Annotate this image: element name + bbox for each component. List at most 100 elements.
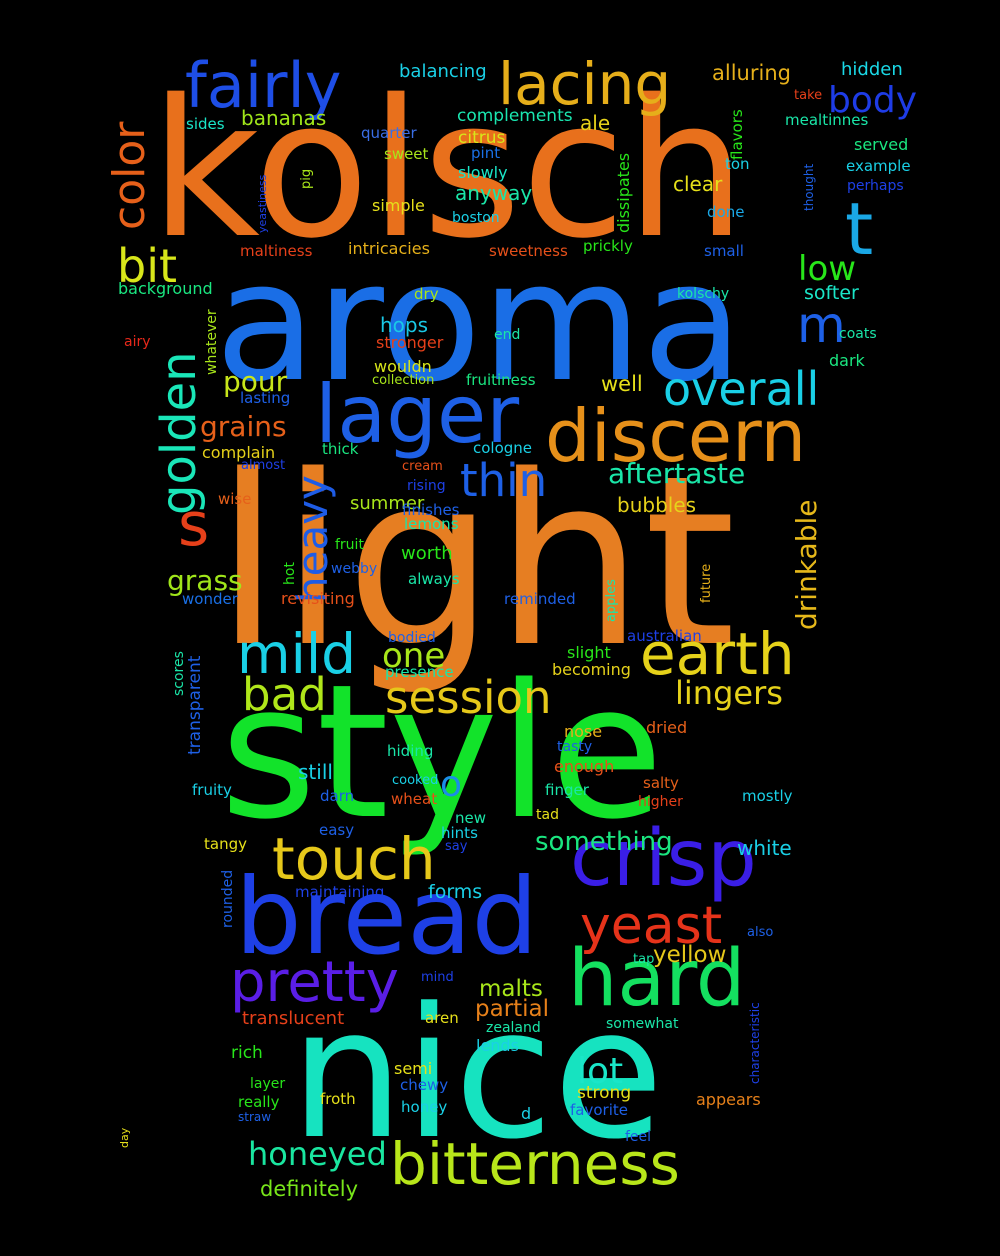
word-fruity: fruity xyxy=(192,781,232,799)
word-heavy: heavy xyxy=(288,475,337,603)
word-bitterness: bitterness xyxy=(390,1130,680,1198)
word-bit: bit xyxy=(117,239,178,293)
word-revisiting: revisiting xyxy=(281,589,355,608)
word-hops: hops xyxy=(380,313,429,337)
word-scores: scores xyxy=(171,651,187,696)
word-prickly: prickly xyxy=(583,237,633,255)
word-stronger: stronger xyxy=(376,333,444,352)
word-ton: ton xyxy=(725,155,750,173)
word-lingers: lingers xyxy=(675,674,783,712)
word-pretty: pretty xyxy=(230,950,399,1015)
word-touch: touch xyxy=(272,825,436,893)
word-white: white xyxy=(737,836,792,860)
word-grains: grains xyxy=(200,410,287,443)
word-rich: rich xyxy=(231,1043,263,1063)
word-discern: discern xyxy=(545,394,807,478)
word-bread: bread xyxy=(235,856,539,978)
word-fruit: fruit xyxy=(335,537,364,553)
word-airy: airy xyxy=(124,334,151,350)
word-hiding: hiding xyxy=(387,742,434,760)
word-take: take xyxy=(794,88,823,103)
word-day: day xyxy=(118,1127,131,1148)
word-s: s xyxy=(178,490,210,560)
word-dark: dark xyxy=(829,351,865,370)
word-session: session xyxy=(385,671,552,724)
word-small: small xyxy=(704,242,744,260)
word-overall: overall xyxy=(663,362,820,416)
word-thick: thick xyxy=(322,440,359,458)
word-wouldn: wouldn xyxy=(374,357,432,376)
word-mind: mind xyxy=(421,970,454,985)
word-alluring: alluring xyxy=(712,61,791,85)
word-m: m xyxy=(797,296,846,354)
word-future: future xyxy=(699,563,714,603)
word-hints: hints xyxy=(441,824,478,842)
word-bubbles: bubbles xyxy=(617,493,697,517)
word-honeyed: honeyed xyxy=(248,1135,387,1173)
word-aroma: aroma xyxy=(215,226,744,418)
word-served: served xyxy=(854,135,909,154)
word-whatever: whatever xyxy=(204,309,220,375)
word-d: d xyxy=(521,1104,532,1123)
word-finishes: finishes xyxy=(402,501,460,519)
word-t: t xyxy=(845,187,874,271)
word-finger: finger xyxy=(545,781,589,799)
word-wonder: wonder xyxy=(182,590,238,608)
word-style: style xyxy=(220,644,664,860)
word-softer: softer xyxy=(804,282,859,304)
word-becoming: becoming xyxy=(552,660,631,679)
word-still: still xyxy=(298,760,333,784)
word-australian: australian xyxy=(627,627,702,645)
word-dry: dry xyxy=(414,285,439,303)
word-definitely: definitely xyxy=(260,1177,359,1201)
word-thought: thought xyxy=(802,163,816,211)
word-lasting: lasting xyxy=(240,389,291,407)
word-fairly: fairly xyxy=(185,49,342,122)
word-drinkable: drinkable xyxy=(790,499,823,630)
word-darn: darn xyxy=(320,787,355,805)
word-sweetness: sweetness xyxy=(489,242,568,260)
word-nice: nice xyxy=(290,970,664,1179)
word-yeastiness: yeastiness xyxy=(256,174,269,233)
word-rising: rising xyxy=(407,478,446,494)
word-pour: pour xyxy=(223,365,288,398)
word-tap: tap xyxy=(633,952,655,967)
word-o: o xyxy=(440,764,463,805)
word-boston: boston xyxy=(452,210,500,226)
word-hot: hot xyxy=(282,562,298,585)
word-collection: collection xyxy=(372,373,435,388)
word-say: say xyxy=(445,839,468,854)
word-aftertaste: aftertaste xyxy=(608,457,746,490)
word-done: done xyxy=(707,203,745,221)
word-sweet: sweet xyxy=(384,145,429,163)
word-dried: dried xyxy=(646,718,688,737)
word-yellow: yellow xyxy=(653,942,727,968)
word-crisp: crisp xyxy=(570,814,757,904)
word-lemons: lemons xyxy=(404,515,459,533)
word-example: example xyxy=(846,157,911,175)
word-citrus: citrus xyxy=(458,128,506,148)
word-fruitiness: fruitiness xyxy=(466,371,536,389)
word-almost: almost xyxy=(241,458,286,473)
word-dissipates: dissipates xyxy=(614,152,633,233)
word-perhaps: perhaps xyxy=(847,178,904,194)
word-kolsch: kolsch xyxy=(150,59,747,280)
word-favorite: favorite xyxy=(570,1101,628,1119)
word-chewy: chewy xyxy=(400,1076,449,1094)
word-wheat: wheat xyxy=(391,790,438,808)
word-yeast: yeast xyxy=(580,896,723,956)
word-enough: enough xyxy=(554,757,615,776)
word-pint: pint xyxy=(471,144,501,162)
word-coats: coats xyxy=(839,326,877,342)
word-mild: mild xyxy=(237,622,357,686)
word-intricacies: intricacies xyxy=(348,239,430,258)
word-mealtinnes: mealtinnes xyxy=(785,111,869,129)
word-flavors: flavors xyxy=(728,109,746,160)
word-salty: salty xyxy=(643,774,679,792)
word-color: color xyxy=(104,121,155,230)
word-something: something xyxy=(535,827,673,857)
word-layer: layer xyxy=(250,1076,286,1092)
word-tangy: tangy xyxy=(204,835,247,853)
word-slight: slight xyxy=(567,643,611,662)
